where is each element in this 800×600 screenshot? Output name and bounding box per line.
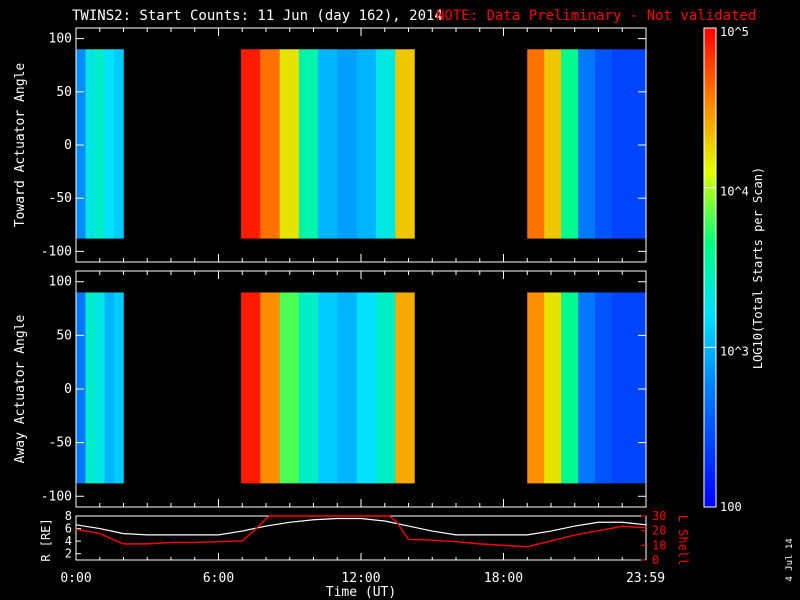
toward-cell-2-1	[544, 49, 562, 239]
toward-cell-0-2	[95, 49, 105, 239]
ytick-label: 100	[49, 32, 72, 47]
away-cell-2-6	[629, 292, 647, 484]
time-tick-label: 6:00	[203, 571, 234, 586]
away-cell-0-4	[114, 292, 124, 484]
away-cell-2-4	[595, 292, 613, 484]
toward-cell-1-5	[337, 49, 357, 239]
toward-cell-1-1	[260, 49, 280, 239]
toward-cell-0-4	[114, 49, 124, 239]
toward-cell-1-2	[279, 49, 300, 239]
date-stamp: 4 Jul 14	[785, 538, 795, 581]
ytick-label: 0	[64, 382, 72, 397]
away-cell-2-2	[561, 292, 579, 484]
away-angle-ticks: 100 50 0 -50 -100	[41, 271, 647, 507]
away-cell-0-1	[85, 292, 96, 484]
ytick-label: 100	[49, 275, 72, 290]
colorbar-tick-label: 100	[720, 500, 742, 514]
ytick-label: -100	[41, 489, 72, 504]
away-cell-0-2	[95, 292, 105, 484]
preliminary-note: NOTE: Data Preliminary - Not validated	[436, 8, 756, 24]
away-angle-spectrogram	[76, 292, 647, 484]
away-cell-1-6	[356, 292, 377, 484]
toward-cell-1-8	[395, 49, 415, 239]
away-cell-2-0	[527, 292, 545, 484]
colorbar: 10^5 10^4 10^3 100 LOG10(Total Starts per S…	[703, 25, 765, 514]
toward-angle-ylabel: Toward Actuator Angle	[13, 63, 28, 228]
away-cell-0-0	[76, 292, 86, 484]
away-cell-2-1	[544, 292, 562, 484]
colorbar-tick-label: 10^3	[720, 344, 749, 358]
lshell-tick-label: 20	[652, 524, 666, 538]
toward-angle-ticks: 100 50 0 -50 -100	[41, 28, 647, 262]
ytick-label: 50	[56, 328, 72, 343]
away-cell-1-1	[260, 292, 280, 484]
toward-cell-0-1	[85, 49, 96, 239]
toward-cell-1-7	[375, 49, 396, 239]
time-xlabel: Time (UT)	[326, 585, 396, 600]
time-tick-label: 12:00	[341, 571, 380, 586]
away-cell-2-3	[578, 292, 596, 484]
toward-cell-2-6	[629, 49, 647, 239]
toward-cell-2-4	[595, 49, 613, 239]
away-cell-1-4	[318, 292, 338, 484]
ytick-label: -100	[41, 244, 72, 259]
r-tick-label: 2	[65, 547, 72, 561]
lshell-tick-label: 10	[652, 538, 666, 552]
ytick-label: -50	[49, 191, 72, 206]
away-angle-ylabel: Away Actuator Angle	[13, 314, 28, 463]
lshell-ylabel: L Shell	[676, 515, 690, 566]
colorbar-ticks: 10^5 10^4 10^3 100	[704, 25, 749, 514]
ytick-label: 50	[56, 85, 72, 100]
time-tick-label: 23:59	[626, 571, 665, 586]
colorbar-gradient	[703, 27, 717, 508]
toward-angle-spectrogram	[76, 49, 647, 239]
away-cell-1-0	[241, 292, 261, 484]
ytick-label: -50	[49, 436, 72, 451]
away-cell-1-5	[337, 292, 357, 484]
colorbar-tick-label: 10^5	[720, 25, 749, 39]
away-cell-1-3	[298, 292, 319, 484]
toward-cell-1-0	[241, 49, 261, 239]
toward-cell-2-5	[612, 49, 630, 239]
toward-cell-1-3	[298, 49, 319, 239]
away-cell-1-2	[279, 292, 300, 484]
toward-cell-1-4	[318, 49, 338, 239]
away-cell-1-7	[375, 292, 396, 484]
plot-title: TWINS2: Start Counts: 11 Jun (day 162), …	[72, 8, 443, 24]
time-tick-label: 18:00	[484, 571, 523, 586]
r-tick-label: 6	[65, 522, 72, 536]
r-distance-line	[75, 517, 647, 536]
away-cell-0-3	[104, 292, 115, 484]
lshell-tick-label: 0	[652, 553, 659, 567]
toward-angle-panel: 100 50 0 -50 -100 Toward Actuator Angle	[13, 27, 647, 263]
toward-cell-2-3	[578, 49, 596, 239]
toward-cell-2-0	[527, 49, 545, 239]
r-tick-label: 8	[65, 509, 72, 523]
colorbar-label: LOG10(Total Starts per Scan)	[751, 167, 765, 369]
lshell-line	[75, 515, 647, 548]
toward-cell-1-6	[356, 49, 377, 239]
away-cell-1-8	[395, 292, 415, 484]
colorbar-tick-label: 10^4	[720, 185, 749, 199]
ytick-label: 0	[64, 138, 72, 153]
toward-cell-2-2	[561, 49, 579, 239]
away-angle-panel: 100 50 0 -50 -100 Away Actuator Angle	[13, 270, 647, 508]
toward-cell-0-3	[104, 49, 115, 239]
r-ylabel: R [RE]	[39, 518, 53, 561]
r-tick-label: 4	[65, 534, 72, 548]
time-tick-label: 0:00	[60, 571, 91, 586]
away-cell-2-5	[612, 292, 630, 484]
lshell-tick-label: 30	[652, 509, 666, 523]
toward-cell-0-0	[76, 49, 86, 239]
